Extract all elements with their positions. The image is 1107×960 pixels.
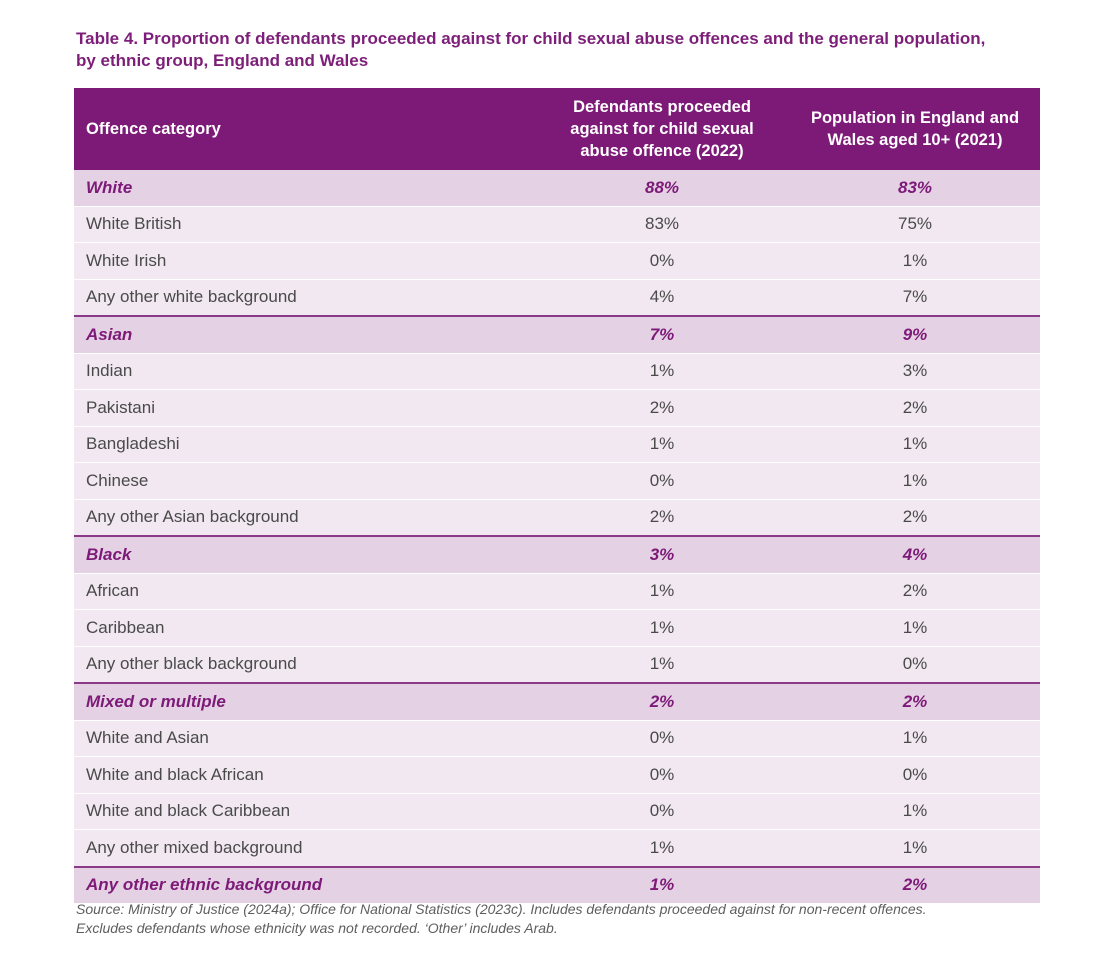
row-label: Any other Asian background: [74, 499, 534, 537]
row-label: Asian: [74, 315, 534, 354]
row-label: White British: [74, 206, 534, 243]
table-row: Caribbean 1% 1%: [74, 609, 1040, 647]
row-population-value: 4%: [790, 535, 1040, 574]
row-defendants-value: 1%: [534, 829, 790, 867]
row-label: Bangladeshi: [74, 426, 534, 463]
header-defendants-line: against for child sexual: [570, 120, 754, 138]
table-row: Any other mixed background 1% 1%: [74, 829, 1040, 867]
row-population-value: 3%: [790, 353, 1040, 390]
row-label: White: [74, 170, 534, 207]
row-defendants-value: 7%: [534, 315, 790, 354]
row-defendants-value: 0%: [534, 462, 790, 500]
row-defendants-value: 1%: [534, 426, 790, 463]
table-row: White Irish 0% 1%: [74, 242, 1040, 280]
table-row: White and black Caribbean 0% 1%: [74, 793, 1040, 830]
row-defendants-value: 0%: [534, 793, 790, 830]
table-header-row: Offence category Defendants proceeded ag…: [74, 88, 1040, 170]
row-population-value: 1%: [790, 829, 1040, 867]
header-defendants: Defendants proceeded against for child s…: [534, 88, 790, 170]
row-population-value: 1%: [790, 793, 1040, 830]
header-population: Population in England and Wales aged 10+…: [790, 88, 1040, 170]
row-label: Any other mixed background: [74, 829, 534, 867]
table-row: Any other white background 4% 7%: [74, 279, 1040, 317]
row-population-value: 1%: [790, 426, 1040, 463]
row-label: African: [74, 573, 534, 610]
table-row: Bangladeshi 1% 1%: [74, 426, 1040, 463]
table-row: White British 83% 75%: [74, 206, 1040, 243]
row-defendants-value: 0%: [534, 720, 790, 757]
row-label: Any other ethnic background: [74, 865, 534, 904]
row-defendants-value: 1%: [534, 353, 790, 390]
header-offence-category: Offence category: [74, 88, 534, 170]
row-defendants-value: 1%: [534, 573, 790, 610]
row-label: Any other black background: [74, 646, 534, 684]
table-row: Pakistani 2% 2%: [74, 389, 1040, 427]
header-defendants-line: Defendants proceeded: [573, 98, 751, 116]
row-population-value: 0%: [790, 646, 1040, 684]
row-population-value: 9%: [790, 315, 1040, 354]
table-title: Table 4. Proportion of defendants procee…: [76, 28, 1076, 72]
table-title-line-1: Table 4. Proportion of defendants procee…: [76, 29, 986, 48]
row-population-value: 2%: [790, 573, 1040, 610]
row-population-value: 1%: [790, 720, 1040, 757]
header-population-line: Population in England and: [810, 109, 1020, 127]
row-defendants-value: 2%: [534, 682, 790, 721]
row-label: Black: [74, 535, 534, 574]
row-population-value: 2%: [790, 499, 1040, 537]
row-population-value: 7%: [790, 279, 1040, 317]
row-population-value: 1%: [790, 242, 1040, 280]
row-population-value: 2%: [790, 682, 1040, 721]
header-defendants-line: abuse offence (2022): [580, 142, 744, 160]
row-population-value: 1%: [790, 609, 1040, 647]
row-label: White and black African: [74, 756, 534, 794]
table-row: African 1% 2%: [74, 573, 1040, 610]
row-defendants-value: 1%: [534, 609, 790, 647]
row-population-value: 75%: [790, 206, 1040, 243]
ethnicity-table: Offence category Defendants proceeded ag…: [74, 88, 1040, 904]
row-label: Mixed or multiple: [74, 682, 534, 721]
row-defendants-value: 2%: [534, 389, 790, 427]
row-defendants-value: 1%: [534, 646, 790, 684]
table-row: Any other Asian background 2% 2%: [74, 499, 1040, 537]
table-group-row: Any other ethnic background 1% 2%: [74, 865, 1040, 904]
table-group-row: White 88% 83%: [74, 170, 1040, 207]
row-population-value: 2%: [790, 389, 1040, 427]
source-note-line-2: Excludes defendants whose ethnicity was …: [76, 920, 558, 936]
row-label: Indian: [74, 353, 534, 390]
source-note: Source: Ministry of Justice (2024a); Off…: [76, 900, 1076, 938]
table-title-line-2: by ethnic group, England and Wales: [76, 51, 369, 70]
table-row: Indian 1% 3%: [74, 353, 1040, 390]
row-defendants-value: 0%: [534, 242, 790, 280]
row-defendants-value: 3%: [534, 535, 790, 574]
row-defendants-value: 88%: [534, 170, 790, 207]
table-row: White and black African 0% 0%: [74, 756, 1040, 794]
row-label: Caribbean: [74, 609, 534, 647]
row-label: White and black Caribbean: [74, 793, 534, 830]
row-label: White Irish: [74, 242, 534, 280]
row-population-value: 83%: [790, 170, 1040, 207]
row-label: Chinese: [74, 462, 534, 500]
row-population-value: 0%: [790, 756, 1040, 794]
row-label: White and Asian: [74, 720, 534, 757]
table-row: Chinese 0% 1%: [74, 462, 1040, 500]
row-label: Pakistani: [74, 389, 534, 427]
table-row: Any other black background 1% 0%: [74, 646, 1040, 684]
row-defendants-value: 2%: [534, 499, 790, 537]
row-defendants-value: 1%: [534, 865, 790, 904]
row-population-value: 2%: [790, 865, 1040, 904]
table-body: White 88% 83% White British 83% 75% White Iris…: [74, 170, 1040, 904]
table-group-row: Black 3% 4%: [74, 535, 1040, 574]
table-row: White and Asian 0% 1%: [74, 720, 1040, 757]
header-population-line: Wales aged 10+ (2021): [827, 131, 1003, 149]
table-group-row: Mixed or multiple 2% 2%: [74, 682, 1040, 721]
row-population-value: 1%: [790, 462, 1040, 500]
row-defendants-value: 83%: [534, 206, 790, 243]
row-label: Any other white background: [74, 279, 534, 317]
source-note-line-1: Source: Ministry of Justice (2024a); Off…: [76, 901, 927, 917]
row-defendants-value: 4%: [534, 279, 790, 317]
table-group-row: Asian 7% 9%: [74, 315, 1040, 354]
row-defendants-value: 0%: [534, 756, 790, 794]
